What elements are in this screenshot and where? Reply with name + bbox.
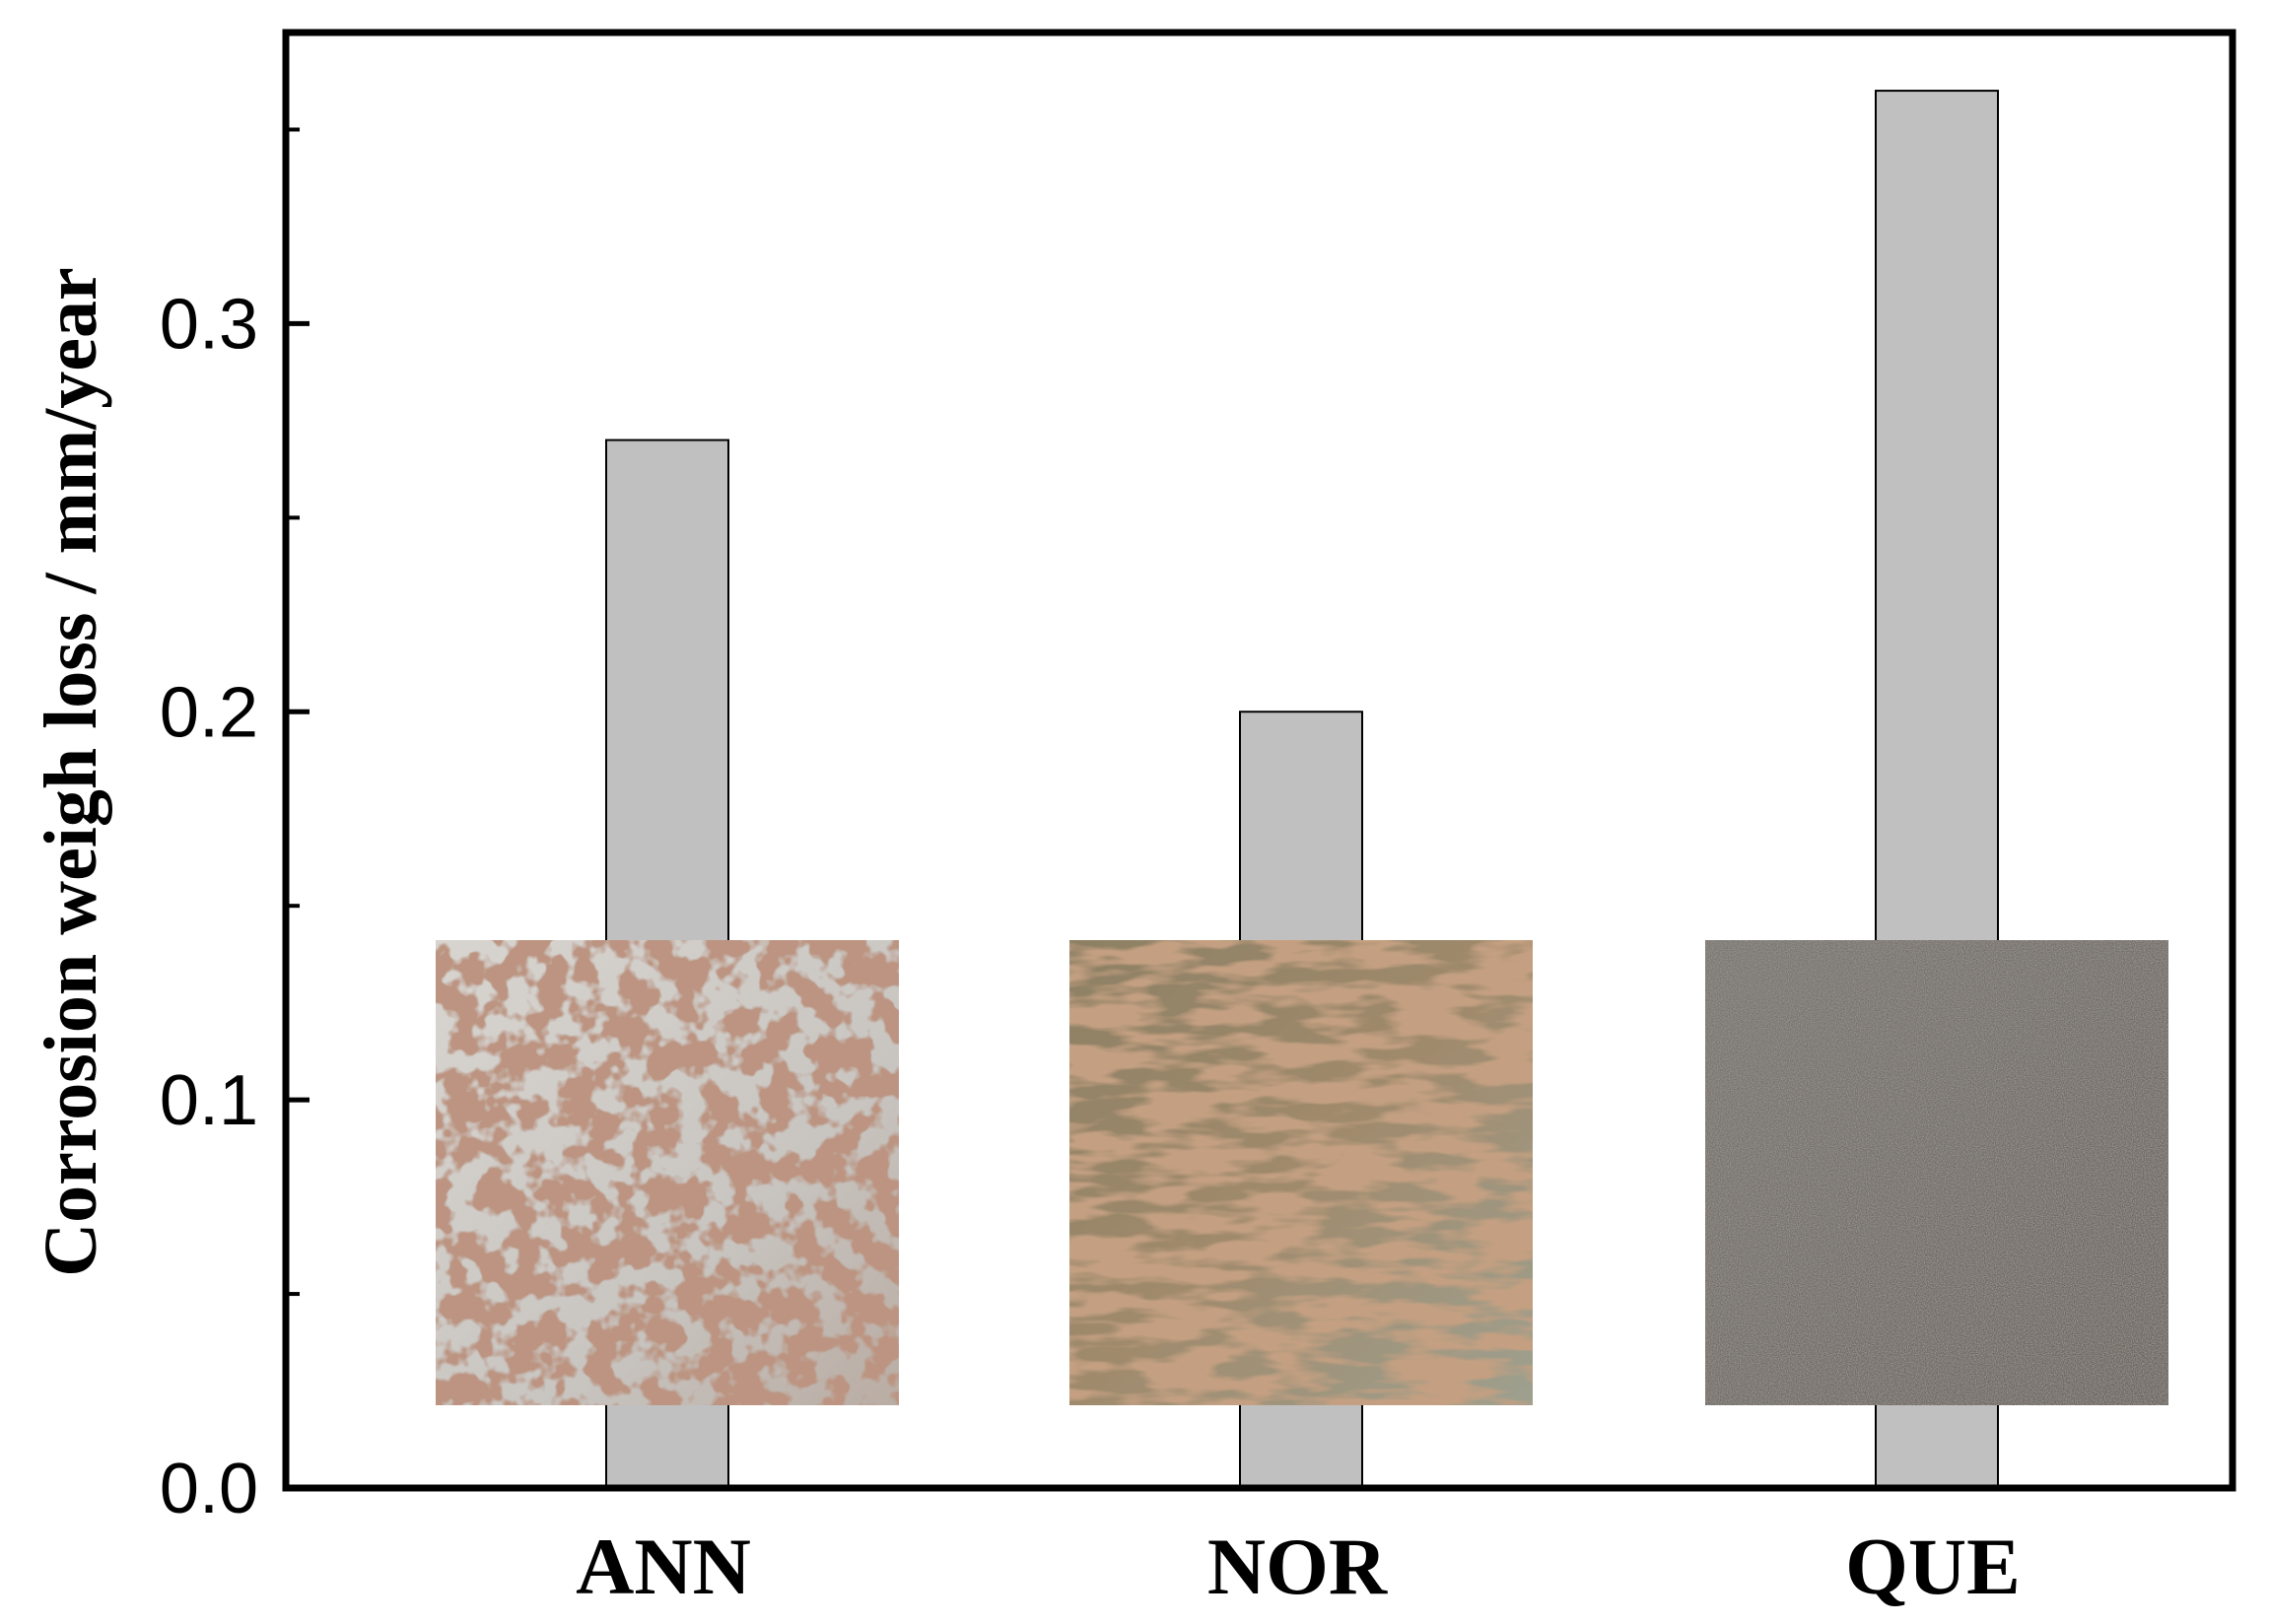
x-tick-label-nor: NOR	[1207, 1522, 1388, 1611]
sample-image-ann	[436, 940, 899, 1405]
plot-frame	[282, 29, 2236, 1492]
axes-layer: 0.0 0.1 0.2 0.3 ANN NOR QUE Corrosion weigh los…	[30, 29, 2236, 1611]
x-tick-label-que: QUE	[1845, 1522, 2021, 1611]
sample-image-nor	[1069, 940, 1533, 1405]
sample-images-layer	[436, 940, 2168, 1405]
sample-image-que	[1705, 940, 2168, 1405]
y-tick-label: 0.3	[160, 285, 258, 364]
x-tick-label-ann: ANN	[576, 1522, 751, 1611]
y-axis-title: Corrosion weigh loss / mm/year	[30, 267, 112, 1277]
y-tick-label: 0.1	[160, 1061, 258, 1140]
y-tick-label: 0.0	[160, 1450, 258, 1528]
y-tick-label: 0.2	[160, 673, 258, 752]
